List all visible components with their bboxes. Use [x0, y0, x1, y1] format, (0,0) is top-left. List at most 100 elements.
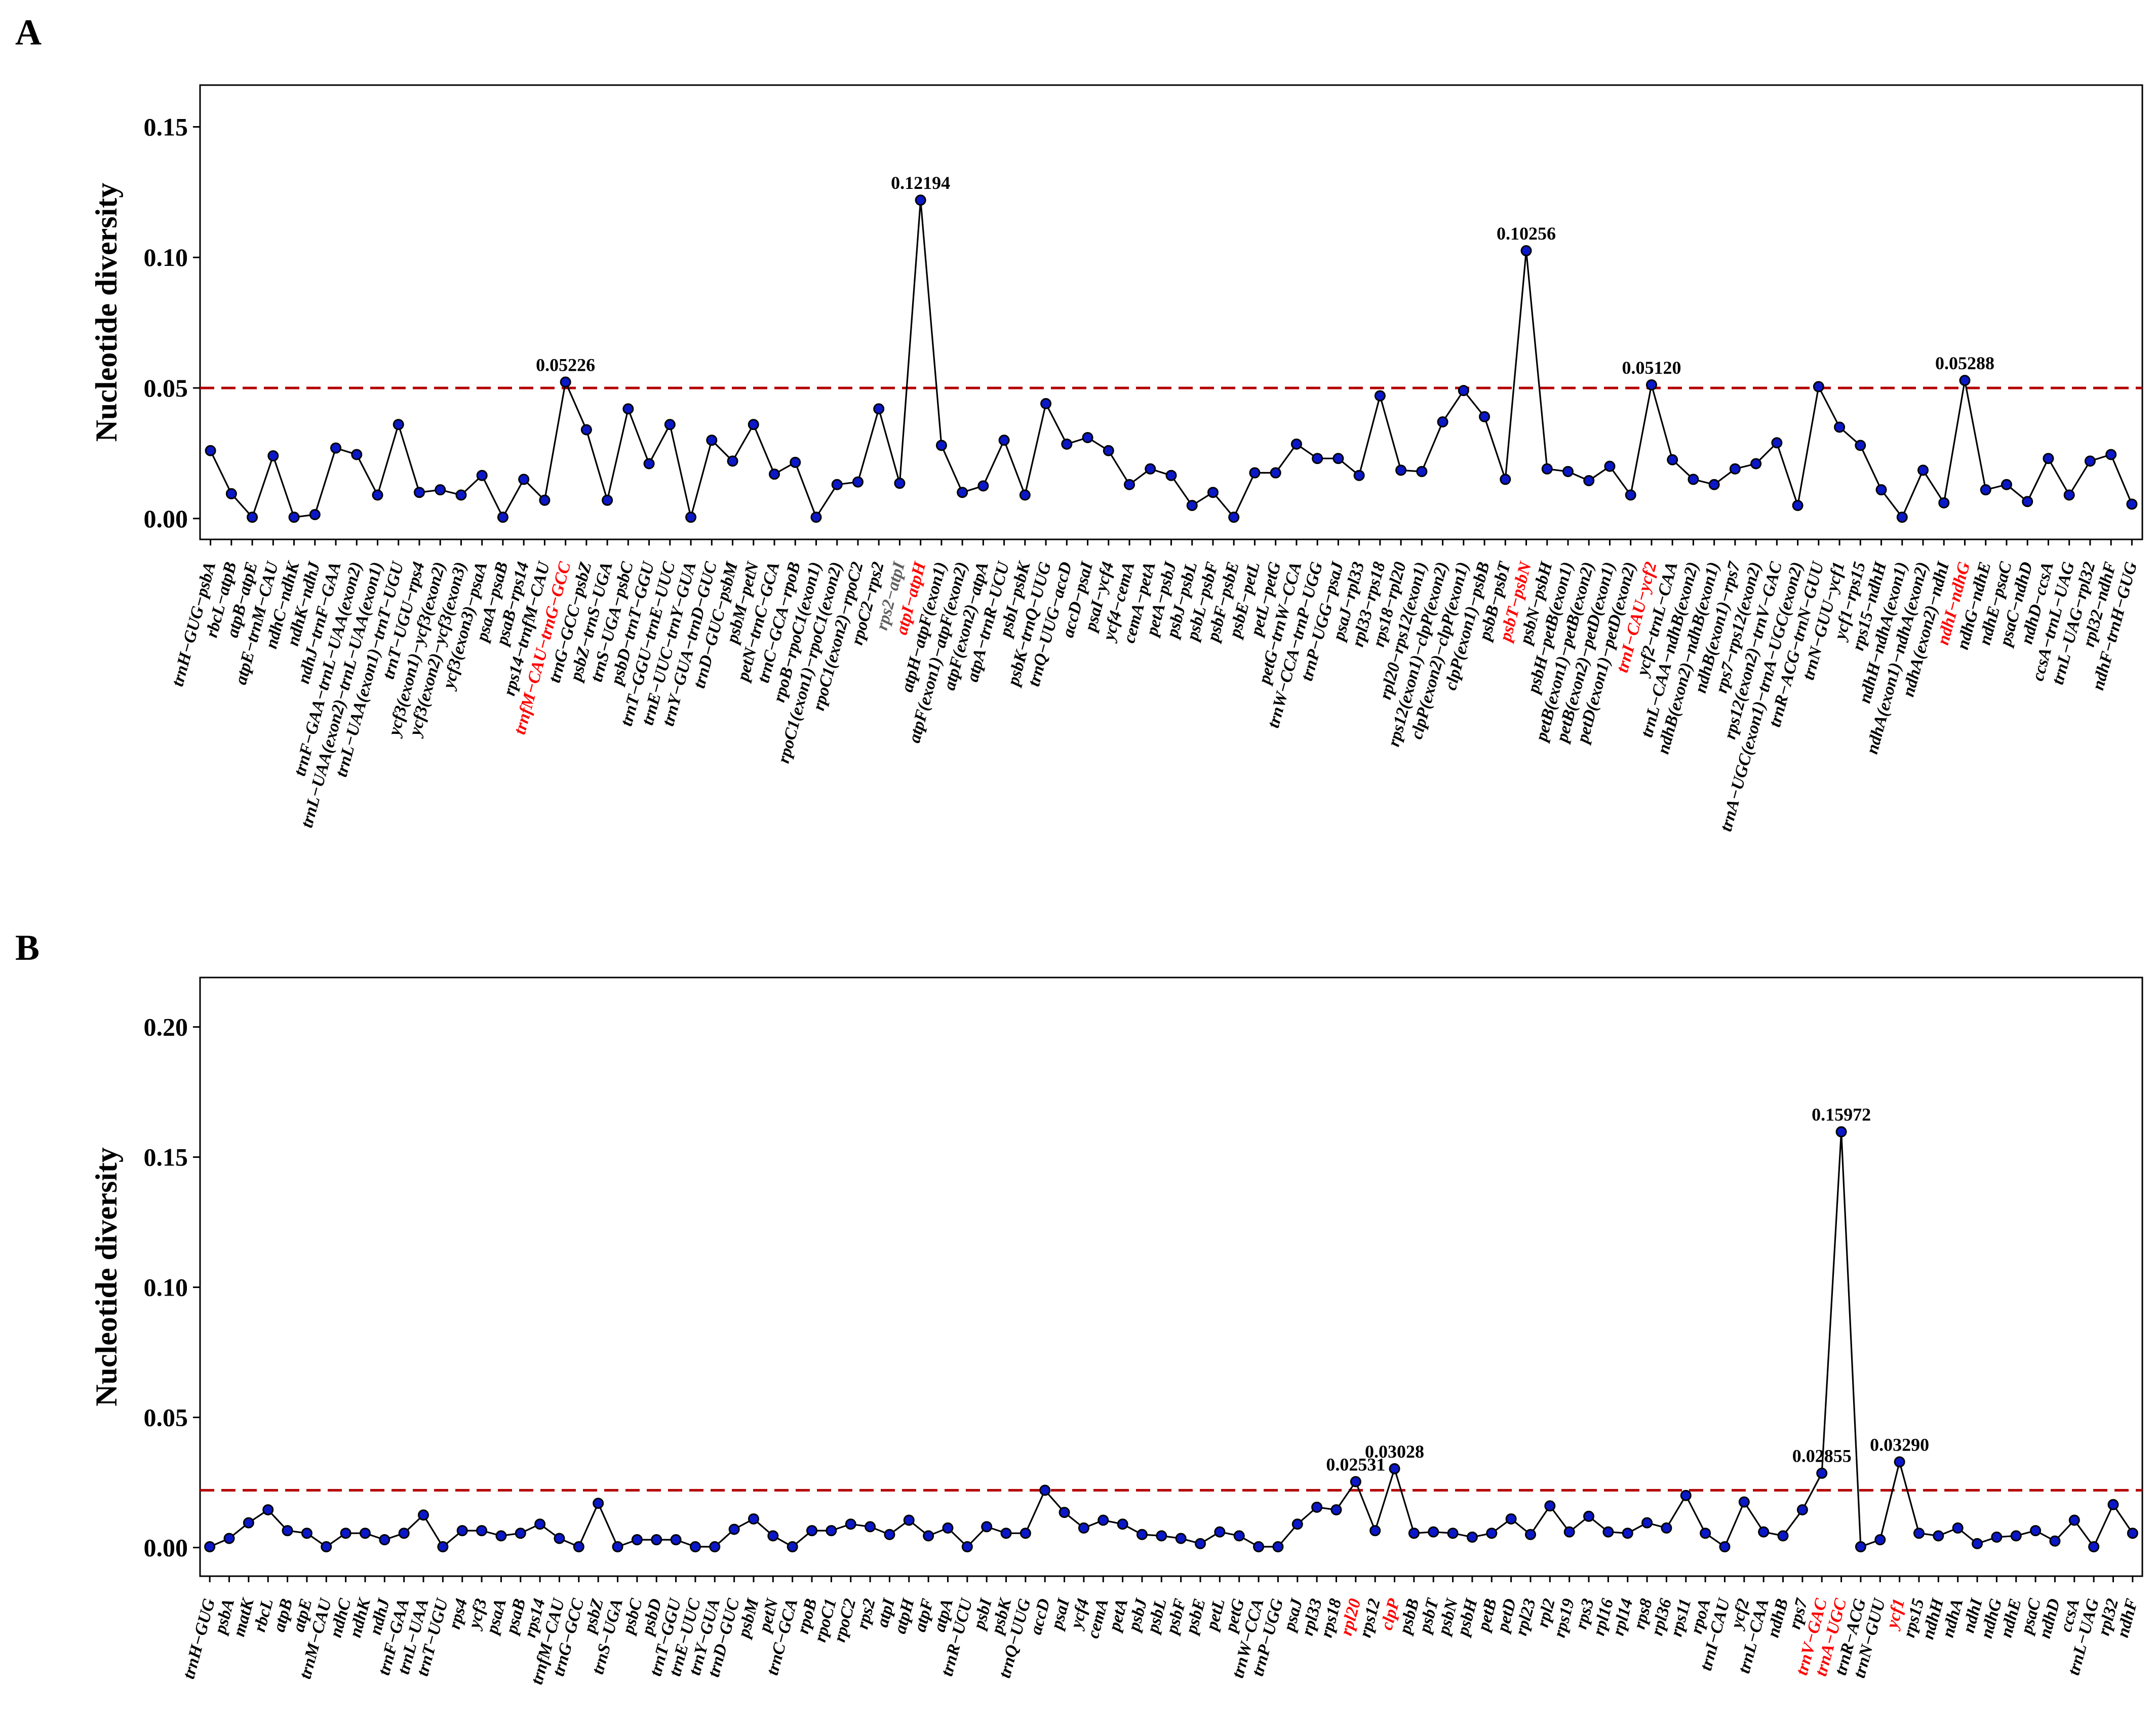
data-point — [1622, 1528, 1633, 1539]
data-point — [282, 1525, 293, 1537]
data-point — [1097, 1514, 1109, 1526]
data-point — [1700, 1528, 1711, 1539]
data-point — [1816, 1467, 1828, 1479]
panel-b-chart: 0.00 0.05 0.10 0.15 0.20 Nucleotide diversity… — [90, 976, 2143, 1687]
data-point — [580, 424, 592, 436]
y-tick-label: 0.15 — [144, 1143, 188, 1171]
data-point — [1729, 463, 1741, 475]
data-point — [2105, 449, 2117, 460]
data-point — [728, 1523, 740, 1535]
data-point — [476, 1525, 488, 1537]
data-point — [1156, 1530, 1167, 1542]
data-point — [1938, 497, 1950, 509]
data-point — [1458, 385, 1469, 397]
data-point — [1875, 484, 1887, 496]
data-point — [1374, 390, 1386, 402]
data-point — [2043, 453, 2054, 464]
data-point — [664, 419, 676, 431]
series-line — [210, 200, 2133, 519]
data-point — [1228, 512, 1240, 523]
data-point — [379, 1534, 390, 1546]
data-point — [1991, 1531, 2003, 1543]
data-point — [418, 1509, 429, 1521]
data-point — [1667, 454, 1678, 465]
data-point — [476, 470, 488, 481]
data-point — [631, 1534, 643, 1546]
data-point — [1486, 1528, 1498, 1539]
data-point — [456, 1525, 468, 1537]
data-point — [539, 494, 551, 506]
data-point — [515, 1528, 526, 1539]
data-point — [643, 458, 655, 470]
data-point — [495, 1530, 507, 1542]
data-point — [1437, 416, 1448, 428]
data-point — [1165, 470, 1177, 481]
data-point — [961, 1541, 973, 1552]
data-point — [1855, 440, 1866, 451]
data-point — [518, 474, 530, 485]
data-point — [1771, 437, 1783, 449]
data-point — [1408, 1528, 1420, 1539]
data-point — [2010, 1530, 2022, 1542]
data-point — [1758, 1526, 1770, 1538]
data-point — [435, 484, 446, 496]
data-point — [534, 1518, 546, 1530]
data-point — [1959, 375, 1971, 386]
data-point — [1894, 1456, 1905, 1468]
data-point — [1688, 474, 1699, 485]
data-point — [1290, 438, 1302, 450]
data-point — [1000, 1528, 1012, 1539]
data-point — [1896, 512, 1908, 523]
data-point — [1270, 467, 1281, 479]
peak-value-label: 0.05288 — [1935, 353, 1994, 373]
data-point — [1350, 1476, 1361, 1488]
data-point — [359, 1528, 371, 1539]
data-point — [1563, 1526, 1575, 1538]
data-point — [1680, 1490, 1692, 1501]
data-point — [903, 1514, 915, 1526]
plot-frame-b — [199, 976, 2143, 1577]
x-tick-label: trnH−GUG — [179, 1596, 219, 1681]
data-point — [915, 194, 926, 206]
data-point — [1625, 489, 1636, 501]
data-point — [288, 512, 300, 523]
data-point — [767, 1530, 779, 1542]
data-point — [309, 509, 321, 521]
data-point — [2088, 1541, 2100, 1552]
data-point — [1214, 1526, 1226, 1538]
data-point — [1040, 398, 1052, 409]
data-point — [1750, 458, 1762, 470]
data-point — [1332, 453, 1344, 464]
data-point — [267, 450, 279, 462]
data-point — [1980, 484, 1991, 496]
data-point — [670, 1534, 682, 1546]
y-tick-label: 0.15 — [144, 112, 188, 141]
data-point — [1708, 479, 1720, 490]
data-point — [1524, 1529, 1536, 1540]
data-point — [1834, 421, 1846, 433]
data-point — [2030, 1525, 2042, 1537]
data-point — [1395, 464, 1407, 476]
data-point — [2107, 1499, 2119, 1510]
data-point — [709, 1541, 721, 1552]
data-point — [1604, 460, 1616, 472]
data-point — [1917, 464, 1929, 476]
data-point — [894, 478, 906, 489]
data-point — [1933, 1530, 1944, 1542]
data-point — [223, 1533, 235, 1544]
peak-value-label: 0.10256 — [1497, 223, 1556, 244]
data-point — [413, 487, 425, 498]
data-point — [1952, 1522, 1964, 1534]
y-axis-label: Nucleotide diversity — [90, 183, 123, 442]
data-point — [831, 479, 843, 490]
data-point — [1874, 1534, 1886, 1546]
data-point — [2084, 455, 2096, 467]
data-point — [1738, 1496, 1750, 1508]
data-point — [1330, 1504, 1342, 1515]
data-point — [845, 1518, 856, 1530]
data-point — [865, 1521, 876, 1533]
data-point — [1136, 1529, 1148, 1540]
data-point — [2049, 1535, 2061, 1547]
data-point — [1641, 1517, 1653, 1529]
